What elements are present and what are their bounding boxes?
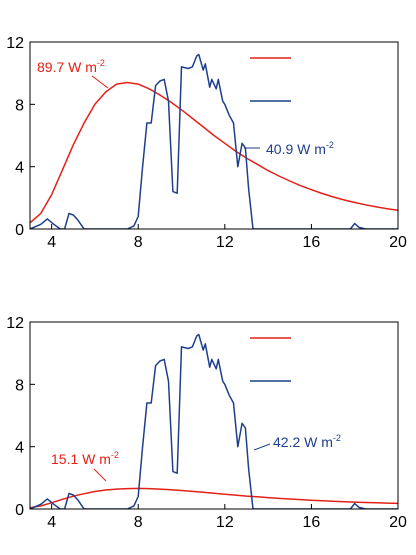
x-tick-label: 20 [389,514,407,531]
x-tick-label: 8 [134,234,143,251]
x-tick-label: 12 [216,234,234,251]
y-tick-label: 12 [6,35,24,52]
x-tick-label: 4 [47,234,56,251]
annotation-leader [93,468,107,482]
y-tick-label: 0 [15,502,24,519]
chart-panel-2: 4 8 12 16 20 0 4 8 12 15.1 W m-2 42.2 W m-2 [6,315,407,531]
blue-series-annotation: 40.9 W m-2 [266,140,334,157]
x-tick-label: 16 [303,234,321,251]
plot-frame [29,321,399,510]
annotation-leader [253,443,271,451]
plot-frame [29,41,399,230]
red-series-annotation: 15.1 W m-2 [51,450,119,467]
y-tick-label: 12 [6,315,24,332]
chart-panel-1: 4 8 12 16 20 0 4 8 12 89.7 W m-2 40.9 W m-2 [6,35,407,251]
y-tick-label: 8 [15,97,24,114]
y-tick-label: 4 [15,160,24,177]
x-tick-label: 8 [134,514,143,531]
annotation-leader [91,75,109,89]
y-tick-label: 4 [15,440,24,457]
blue-series-annotation: 42.2 W m-2 [273,433,341,450]
x-tick-label: 20 [389,234,407,251]
red-series-line [30,81,398,224]
red-series-annotation: 89.7 W m-2 [37,58,105,75]
x-tick-label: 16 [303,514,321,531]
x-tick-label: 4 [47,514,56,531]
blue-series-line [30,333,398,509]
y-tick-label: 0 [15,222,24,239]
blue-series-line [30,53,398,229]
y-tick-label: 8 [15,377,24,394]
x-tick-label: 12 [216,514,234,531]
red-series-line [30,487,398,509]
